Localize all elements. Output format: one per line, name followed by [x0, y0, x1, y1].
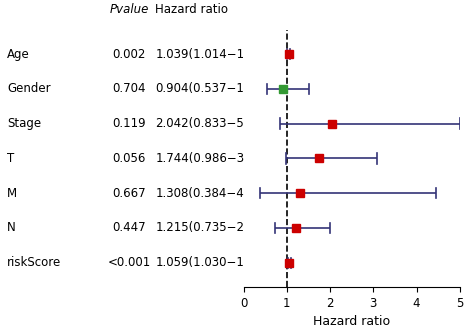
- Text: Hazard ratio: Hazard ratio: [155, 3, 228, 16]
- Text: 1.039(1.014−1.064): 1.039(1.014−1.064): [155, 48, 275, 60]
- Text: 0.119: 0.119: [112, 117, 146, 130]
- Text: riskScore: riskScore: [7, 256, 61, 269]
- Text: 1.744(0.986−3.084): 1.744(0.986−3.084): [155, 152, 275, 165]
- Text: 0.904(0.537−1.522): 0.904(0.537−1.522): [155, 82, 275, 95]
- Text: Stage: Stage: [7, 117, 41, 130]
- Text: Gender: Gender: [7, 82, 51, 95]
- Text: 0.056: 0.056: [112, 152, 146, 165]
- Text: Pvalue: Pvalue: [109, 3, 149, 16]
- Text: 1.059(1.030−1.089): 1.059(1.030−1.089): [155, 256, 275, 269]
- Text: 0.002: 0.002: [112, 48, 146, 60]
- Text: Age: Age: [7, 48, 30, 60]
- Text: 2.042(0.833−5.008): 2.042(0.833−5.008): [155, 117, 274, 130]
- Text: 1.215(0.735−2.009): 1.215(0.735−2.009): [155, 221, 275, 235]
- Text: 1.308(0.384−4.459): 1.308(0.384−4.459): [155, 187, 275, 200]
- Text: 0.447: 0.447: [112, 221, 146, 235]
- Text: 0.667: 0.667: [112, 187, 146, 200]
- Text: 0.704: 0.704: [112, 82, 146, 95]
- Text: M: M: [7, 187, 17, 200]
- Text: <0.001: <0.001: [107, 256, 151, 269]
- Text: N: N: [7, 221, 16, 235]
- X-axis label: Hazard ratio: Hazard ratio: [313, 315, 390, 328]
- Text: T: T: [7, 152, 14, 165]
